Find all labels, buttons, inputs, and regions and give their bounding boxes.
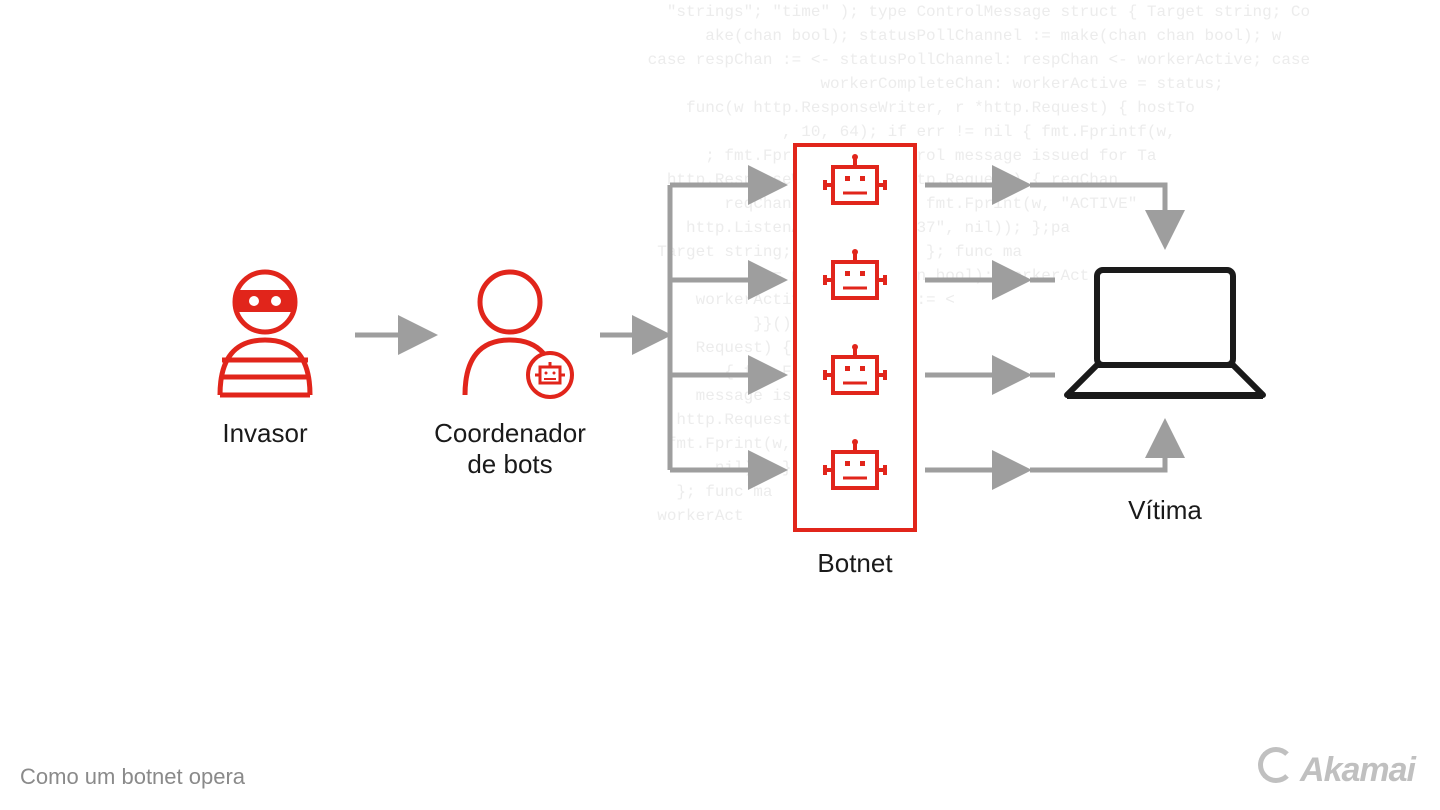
coordinator-label: Coordenadorde bots bbox=[420, 418, 600, 480]
botnet-diagram bbox=[0, 0, 1440, 810]
akamai-logo: Akamai bbox=[1258, 747, 1415, 790]
victim-icon bbox=[1067, 270, 1263, 399]
coordinator-icon bbox=[465, 272, 572, 397]
diagram-caption: Como um botnet opera bbox=[20, 764, 245, 790]
victim-label: Vítima bbox=[1105, 495, 1225, 526]
botnet-label: Botnet bbox=[795, 548, 915, 579]
attacker-label: Invasor bbox=[205, 418, 325, 449]
fanout-lines bbox=[670, 185, 778, 470]
attacker-icon bbox=[220, 272, 310, 395]
bot-arrows-out bbox=[925, 185, 1022, 470]
